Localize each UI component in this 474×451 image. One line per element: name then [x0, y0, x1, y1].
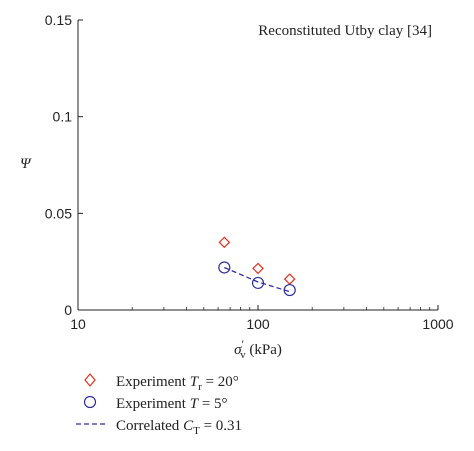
y-axis-title: Ψ	[20, 156, 32, 172]
y-tick-label: 0.05	[45, 205, 72, 221]
y-tick-label: 0	[64, 302, 72, 318]
x-axis-title: σ′ v (kPa)	[234, 337, 282, 361]
legend-diamond-marker	[84, 373, 96, 387]
circle-point	[283, 283, 296, 297]
circle-point	[251, 276, 265, 290]
y-tick-label: 0.15	[45, 12, 72, 28]
x-axis-title-subscript: v	[240, 349, 246, 361]
x-axis-title-prime: ′	[242, 337, 245, 351]
legend-label-correlated: Correlated CT = 0.31	[116, 418, 242, 437]
diamond-point	[218, 236, 231, 249]
x-tick-label: 1000	[422, 316, 453, 332]
plot-marks	[218, 236, 296, 297]
x-tick-label: 10	[70, 316, 86, 332]
diamond-point	[252, 262, 264, 275]
x-tick-label: 100	[246, 316, 270, 332]
x-axis-title-symbol: σ	[234, 342, 242, 358]
legend-circle-marker	[83, 395, 97, 409]
y-tick-label: 0.1	[53, 109, 73, 125]
axis-ticks: 0 0.05 0.1 0.15 10 100 1000	[45, 12, 454, 332]
chart-annotation: Reconstituted Utby clay [34]	[258, 23, 432, 39]
legend-label-experiment-tr: Experiment Tr = 20°	[116, 374, 239, 393]
legend-label-experiment-t: Experiment T = 5°	[116, 396, 228, 412]
legend: Experiment Tr = 20° Experiment T = 5° Co…	[76, 373, 242, 437]
x-axis-title-unit: (kPa)	[246, 342, 282, 358]
circle-point	[218, 261, 231, 274]
correlated-dashed-line	[224, 266, 290, 293]
diamond-point	[283, 273, 296, 285]
